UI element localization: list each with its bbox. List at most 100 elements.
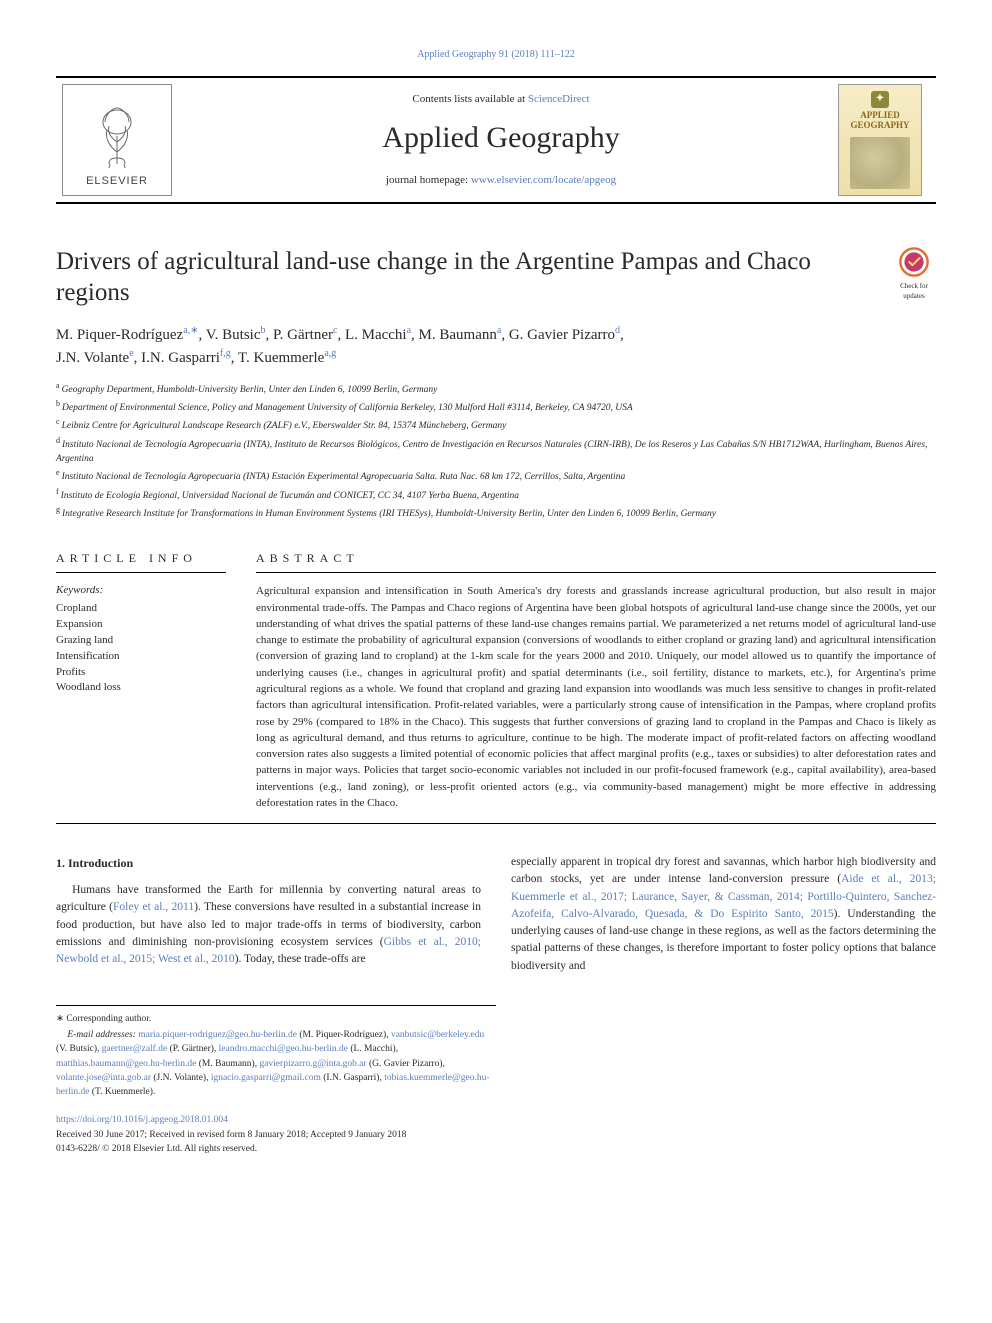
author: I.N. Gasparrif,g	[141, 350, 231, 366]
affiliation: f Instituto de Ecología Regional, Univer…	[56, 486, 936, 503]
abstract-text: Agricultural expansion and intensificati…	[256, 583, 936, 811]
keyword: Intensification	[56, 649, 228, 665]
corresponding-author-note: ∗ Corresponding author.	[56, 1012, 496, 1026]
article-info-heading: ARTICLE INFO	[56, 550, 228, 567]
title-block: Drivers of agricultural land-use change …	[56, 246, 936, 309]
affil-superscript-link[interactable]: e	[129, 348, 133, 359]
journal-ref-link[interactable]: Applied Geography 91 (2018) 111–122	[417, 49, 575, 60]
email-link[interactable]: volante.jose@inta.gob.ar	[56, 1073, 151, 1083]
author-affil-sup: c	[333, 325, 337, 336]
page-root: Applied Geography 91 (2018) 111–122	[0, 0, 992, 1196]
affiliation-sup: d	[56, 436, 62, 445]
journal-ref-journal: Applied Geography	[417, 49, 496, 60]
homepage-prefix: journal homepage:	[386, 174, 471, 186]
affiliation-sup: c	[56, 417, 62, 426]
intro-heading: 1. Introduction	[56, 854, 481, 872]
publisher-logo-box: ELSEVIER	[62, 84, 172, 196]
affiliation: d Instituto Nacional de Tecnología Agrop…	[56, 435, 936, 467]
publisher-name: ELSEVIER	[86, 174, 148, 189]
keyword: Expansion	[56, 617, 228, 633]
author-affil-sup: a,∗	[183, 325, 198, 336]
keyword: Profits	[56, 665, 228, 681]
affil-superscript-link[interactable]: a	[497, 325, 501, 336]
check-updates-label: Check for updates	[892, 282, 936, 302]
affiliations: a Geography Department, Humboldt-Univers…	[56, 380, 936, 522]
masthead-center: Contents lists available at ScienceDirec…	[178, 78, 824, 202]
email-link[interactable]: gavierpizarro.g@inta.gob.ar	[259, 1059, 366, 1069]
author: M. Piquer-Rodrígueza,∗	[56, 327, 199, 343]
affil-superscript-link[interactable]: f,g	[220, 348, 231, 359]
body-col-right: especially apparent in tropical dry fore…	[511, 854, 936, 975]
author: V. Butsicb	[206, 327, 266, 343]
abstract-col: ABSTRACT Agricultural expansion and inte…	[256, 550, 936, 812]
cover-title: APPLIED GEOGRAPHY	[843, 111, 917, 131]
keyword: Grazing land	[56, 633, 228, 649]
abstract-rule-top	[256, 572, 936, 573]
doi-link[interactable]: https://doi.org/10.1016/j.apgeog.2018.01…	[56, 1115, 228, 1125]
email-link[interactable]: vanbutsic@berkeley.edu	[391, 1030, 484, 1040]
cover-logo-icon: ✦	[871, 91, 889, 108]
email-addresses: E-mail addresses: maria.piquer-rodriguez…	[56, 1028, 496, 1099]
journal-ref-top: Applied Geography 91 (2018) 111–122	[56, 48, 936, 62]
journal-ref-suffix: 91 (2018) 111–122	[496, 49, 574, 60]
email-link[interactable]: ignacio.gasparri@gmail.com	[211, 1073, 321, 1083]
affil-superscript-link[interactable]: c	[333, 325, 337, 336]
keywords-label: Keywords:	[56, 583, 228, 598]
affiliation: g Integrative Research Institute for Tra…	[56, 504, 936, 521]
author-affil-sup: a	[407, 325, 411, 336]
journal-name: Applied Geography	[178, 117, 824, 159]
affiliation-sup: g	[56, 505, 62, 514]
emails-label: E-mail addresses:	[67, 1030, 138, 1040]
email-link[interactable]: gaertner@zalf.de	[102, 1044, 167, 1054]
affiliation: c Leibniz Centre for Agricultural Landsc…	[56, 416, 936, 433]
author: J.N. Volantee	[56, 350, 134, 366]
copyright-line: 0143-6228/ © 2018 Elsevier Ltd. All righ…	[56, 1142, 936, 1156]
masthead: ELSEVIER Contents lists available at Sci…	[56, 76, 936, 204]
publication-info: https://doi.org/10.1016/j.apgeog.2018.01…	[56, 1113, 936, 1156]
affiliation-sup: f	[56, 487, 61, 496]
affil-superscript-link[interactable]: a,∗	[183, 325, 198, 336]
affiliation-sup: e	[56, 468, 62, 477]
author-affil-sup: a	[497, 325, 501, 336]
author-affil-sup: a,g	[324, 348, 336, 359]
article-info-col: ARTICLE INFO Keywords: CroplandExpansion…	[56, 550, 256, 812]
contents-line: Contents lists available at ScienceDirec…	[178, 92, 824, 107]
contents-prefix: Contents lists available at	[412, 93, 527, 105]
affil-superscript-link[interactable]: b	[260, 325, 265, 336]
author: T. Kuemmerlea,g	[238, 350, 336, 366]
cover-map-graphic	[850, 137, 910, 189]
authors: M. Piquer-Rodrígueza,∗, V. Butsicb, P. G…	[56, 323, 936, 370]
article-info-rule	[56, 572, 226, 573]
email-link[interactable]: matthias.baumann@geo.hu-berlin.de	[56, 1059, 196, 1069]
abstract-heading: ABSTRACT	[256, 550, 936, 567]
author-affil-sup: d	[615, 325, 620, 336]
author: G. Gavier Pizarrod	[509, 327, 620, 343]
check-updates-badge[interactable]: Check for updates	[892, 246, 936, 290]
affiliation-sup: b	[56, 399, 62, 408]
intro-text-3: ). Today, these trade-offs are	[235, 953, 366, 965]
author-affil-sup: f,g	[220, 348, 231, 359]
journal-cover-thumb: ✦ APPLIED GEOGRAPHY	[838, 84, 922, 196]
sciencedirect-link[interactable]: ScienceDirect	[528, 93, 590, 105]
email-link[interactable]: maria.piquer-rodriguez@geo.hu-berlin.de	[138, 1030, 297, 1040]
body-col-left: 1. Introduction Humans have transformed …	[56, 854, 481, 975]
keyword: Cropland	[56, 601, 228, 617]
abstract-rule-bottom	[56, 823, 936, 824]
affil-superscript-link[interactable]: a	[407, 325, 411, 336]
affiliation: a Geography Department, Humboldt-Univers…	[56, 380, 936, 397]
author: M. Baumanna	[419, 327, 502, 343]
author-affil-sup: e	[129, 348, 133, 359]
info-abstract-row: ARTICLE INFO Keywords: CroplandExpansion…	[56, 550, 936, 812]
author-affil-sup: b	[260, 325, 265, 336]
keywords-list: CroplandExpansionGrazing landIntensifica…	[56, 601, 228, 697]
homepage-link[interactable]: www.elsevier.com/locate/apgeog	[471, 174, 616, 186]
affiliation: b Department of Environmental Science, P…	[56, 398, 936, 415]
ref-link[interactable]: Foley et al., 2011	[113, 901, 194, 913]
footnotes: ∗ Corresponding author. E-mail addresses…	[56, 1005, 496, 1100]
affil-superscript-link[interactable]: d	[615, 325, 620, 336]
elsevier-tree-icon	[87, 102, 147, 172]
cover-thumb-box: ✦ APPLIED GEOGRAPHY	[830, 84, 930, 196]
author: L. Macchia	[345, 327, 411, 343]
email-link[interactable]: leandro.macchi@geo.hu-berlin.de	[219, 1044, 348, 1054]
affil-superscript-link[interactable]: a,g	[324, 348, 336, 359]
